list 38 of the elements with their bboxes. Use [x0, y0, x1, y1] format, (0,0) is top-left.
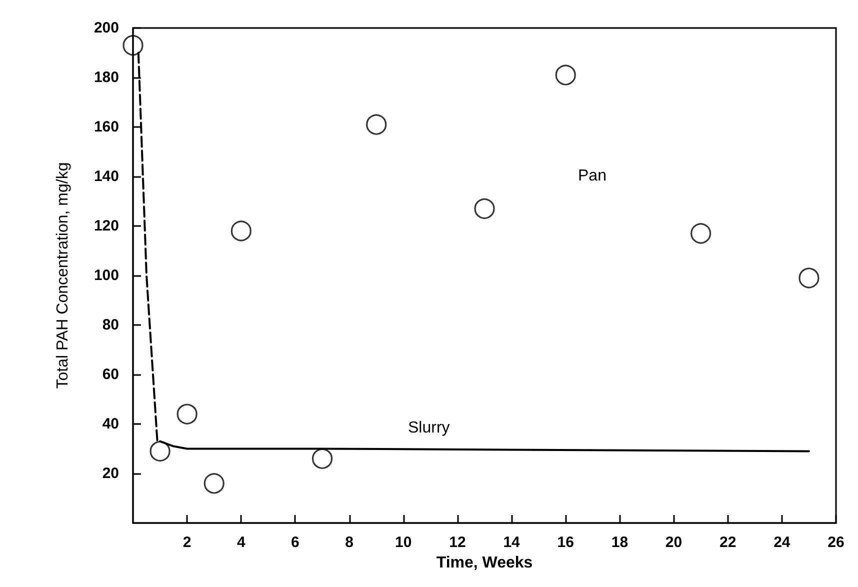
point: [150, 440, 170, 462]
annotation: Slurry: [408, 420, 450, 436]
y-tick-label: 120: [94, 218, 119, 234]
x-tick-label: 22: [720, 534, 736, 551]
y-tick-label: 200: [94, 20, 119, 36]
point: [555, 64, 576, 86]
y-tick-label: 160: [94, 118, 119, 136]
x-tick-label: 20: [665, 534, 682, 551]
x-tick-label: 2: [182, 534, 192, 551]
x-tick-label: 8: [345, 534, 354, 551]
y-tick-label: 80: [102, 316, 119, 334]
x-tick-label: 26: [828, 534, 844, 551]
point: [122, 35, 144, 56]
y-axis-title: Total PAH Concentration, mg/kg: [54, 162, 72, 389]
y-tick-label: 100: [94, 267, 119, 284]
point: [474, 198, 495, 219]
point: [366, 114, 387, 135]
x-tick-label: 10: [395, 534, 412, 551]
x-axis-title: Time, Weeks: [436, 554, 533, 572]
point: [798, 268, 820, 288]
point: [690, 223, 712, 244]
x-tick-label: 6: [291, 534, 300, 551]
y-tick-label: 140: [94, 168, 119, 185]
x-tick-label: 16: [557, 534, 574, 551]
y-tick-label: 20: [102, 465, 119, 482]
point: [204, 473, 224, 494]
annotation: Pan: [578, 168, 606, 184]
x-tick-label: 14: [503, 534, 521, 551]
y-tick-label: 180: [94, 69, 119, 86]
x-tick-label: 18: [611, 534, 628, 551]
point: [176, 404, 198, 424]
y-tick-label: 60: [102, 366, 119, 383]
y-tick-label: 40: [102, 416, 119, 432]
x-tick-label: 24: [774, 534, 791, 551]
x-tick-label: 12: [449, 534, 466, 551]
point: [230, 220, 252, 242]
point: [312, 448, 333, 469]
x-tick-label: 4: [236, 534, 246, 551]
